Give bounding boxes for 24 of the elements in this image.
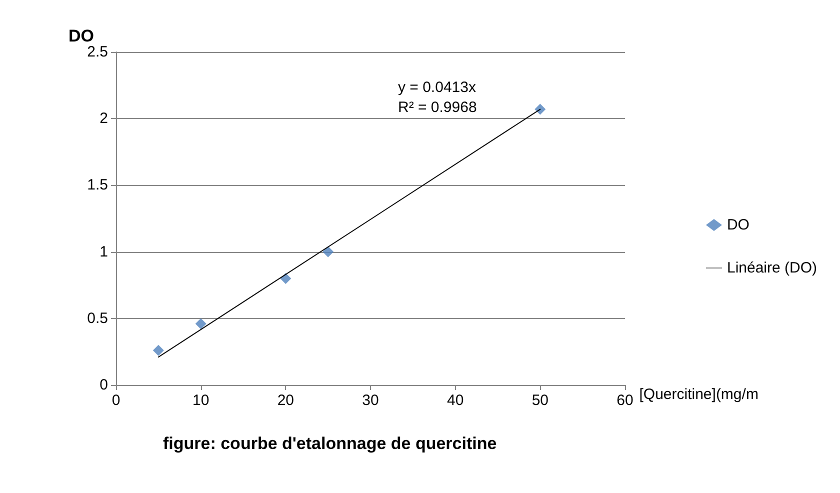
x-tick-label: 60 (616, 392, 634, 409)
x-axis-title: [Quercitine](mg/m (639, 386, 758, 403)
y-axis-title: DO (68, 26, 94, 46)
annotation: y = 0.0413x (398, 79, 476, 96)
x-tick-label: 20 (277, 392, 294, 409)
y-tick-label: 2.5 (87, 44, 108, 60)
legend-label: DO (726, 216, 750, 234)
y-tick-label: 0 (100, 376, 108, 394)
x-tick-label: 0 (112, 392, 120, 409)
x-tick-label: 50 (532, 392, 549, 409)
x-tick-label: 30 (362, 392, 379, 409)
annotation: R² = 0.9968 (398, 99, 477, 116)
y-tick-label: 1 (100, 243, 108, 260)
point (152, 344, 164, 356)
y-tick-label: 0.5 (87, 310, 108, 327)
text: figure: courbe d'etalonnage de quercitine (163, 434, 497, 453)
point (534, 104, 546, 115)
point (322, 246, 334, 258)
point (195, 318, 206, 330)
legend-label: Linéaire (DO) (726, 260, 818, 276)
x-tick-label: 40 (446, 392, 464, 409)
x-tick-label: 10 (192, 392, 210, 409)
y-tick-label: 1.5 (87, 176, 108, 194)
y-tick-label: 2 (100, 110, 108, 128)
